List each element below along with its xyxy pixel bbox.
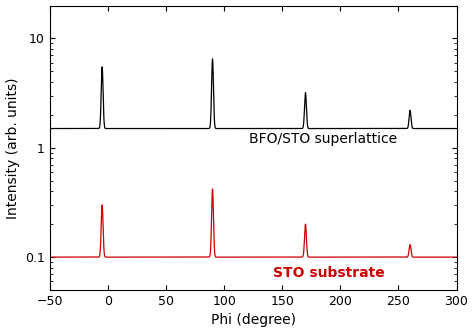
- Text: BFO/STO superlattice: BFO/STO superlattice: [249, 132, 397, 146]
- Y-axis label: Intensity (arb. units): Intensity (arb. units): [6, 77, 19, 218]
- Text: STO substrate: STO substrate: [273, 266, 384, 280]
- X-axis label: Phi (degree): Phi (degree): [210, 313, 296, 327]
